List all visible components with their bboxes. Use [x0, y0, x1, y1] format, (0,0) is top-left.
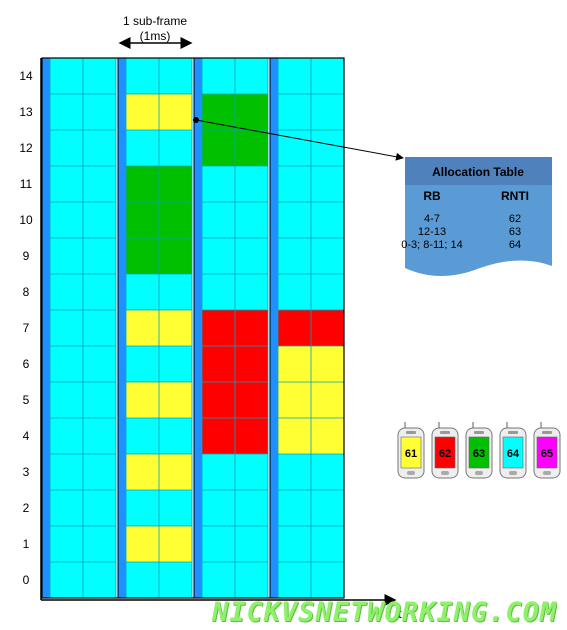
rb-label: 14 [19, 69, 33, 83]
ue-phone-icon: 64 [499, 422, 527, 479]
site-watermark: NICKVSNETWORKING.COM [212, 598, 557, 628]
allocation-table-header-bg [405, 157, 552, 185]
allocation-table-header: RB [423, 189, 441, 203]
rb-label: 6 [23, 357, 30, 371]
allocation-table-cell: 64 [509, 239, 521, 251]
subframe-label-line2: (1ms) [140, 29, 171, 43]
rb-label: 13 [19, 105, 33, 119]
rb-label: 0 [23, 573, 30, 587]
phone-label: 63 [473, 448, 485, 460]
rb-label: 3 [23, 465, 30, 479]
subframe-label-line1: 1 sub-frame [123, 14, 187, 28]
allocation-table-cell: 62 [509, 213, 521, 225]
phone-label: 62 [439, 448, 451, 460]
phone-screen [502, 436, 524, 469]
allocation-table: Allocation Table RB RNTI 4-7 62 12-13 63 0-3; … [401, 157, 552, 276]
time-axis-label: t [398, 606, 402, 621]
phone-speaker [406, 431, 416, 434]
rb-label: 5 [23, 393, 30, 407]
allocation-table-cell: 12-13 [418, 226, 446, 238]
rb-label: 9 [23, 249, 30, 263]
control-region-bar [118, 58, 126, 598]
phone-screen [468, 436, 490, 469]
allocation-table-shape [405, 157, 552, 276]
phone-button [407, 471, 415, 475]
ue-legend: 61 62 63 64 65 [397, 422, 561, 479]
phone-speaker [542, 431, 552, 434]
phone-button [509, 471, 517, 475]
allocation-table-header: RNTI [501, 189, 529, 203]
phone-button [543, 471, 551, 475]
phone-label: 65 [541, 448, 553, 460]
phone-speaker [440, 431, 450, 434]
rb-label: 7 [23, 321, 30, 335]
rb-label: 12 [19, 141, 33, 155]
rb-label: 10 [19, 213, 33, 227]
control-region-bar [194, 58, 202, 598]
rb-label: 8 [23, 285, 30, 299]
rb-label: 1 [23, 537, 30, 551]
phone-label: 64 [507, 448, 520, 460]
allocation-table-title: Allocation Table [432, 165, 524, 179]
rb-label: 2 [23, 501, 30, 515]
rb-label: 11 [20, 177, 33, 191]
phone-button [441, 471, 449, 475]
rb-label: 4 [23, 429, 30, 443]
phone-screen [400, 436, 422, 469]
ue-phone-icon: 63 [465, 422, 493, 479]
phone-speaker [474, 431, 484, 434]
control-region-bar [270, 58, 278, 598]
ue-phone-icon: 61 [397, 422, 425, 479]
control-region-bar [42, 58, 50, 598]
allocation-table-cell: 63 [509, 226, 521, 238]
phone-button [475, 471, 483, 475]
phone-speaker [508, 431, 518, 434]
allocation-table-cell: 0-3; 8-11; 14 [401, 239, 463, 251]
ue-phone-icon: 65 [533, 422, 561, 479]
phone-screen [536, 436, 558, 469]
allocation-table-cell: 4-7 [424, 213, 440, 225]
resource-grid [41, 57, 345, 599]
phone-screen [434, 436, 456, 469]
pointer-arrow [195, 119, 404, 161]
phone-label: 61 [405, 448, 417, 460]
ue-phone-icon: 62 [431, 422, 459, 479]
